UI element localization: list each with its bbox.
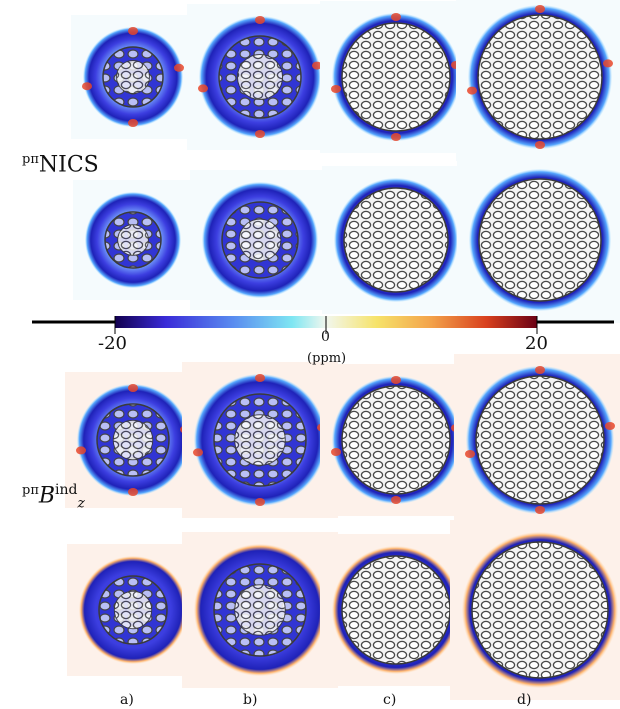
inner-cage xyxy=(234,414,286,466)
deshielding-spot xyxy=(198,84,208,93)
deshielding-spot xyxy=(174,63,184,72)
panel-nics-bottom-d xyxy=(457,157,620,323)
panel-bind-bottom-d xyxy=(450,520,620,700)
fullerene-cage xyxy=(478,178,602,302)
deshielding-spot xyxy=(331,448,341,456)
deshielding-spot xyxy=(255,498,265,506)
bind-sub: z xyxy=(77,495,85,512)
panel-nics-bottom-b xyxy=(190,170,330,310)
fullerene-cage xyxy=(475,375,605,505)
bind-prefix: pπ xyxy=(22,483,39,498)
nics-text: NICS xyxy=(38,152,99,178)
bind-sup: ind xyxy=(55,482,78,498)
colorbar xyxy=(32,316,614,334)
deshielding-spot xyxy=(535,506,545,514)
deshielding-spot xyxy=(603,59,613,68)
panel-nics-top-d xyxy=(456,0,620,161)
column-label-c: c) xyxy=(383,692,397,708)
deshielding-spot xyxy=(255,16,265,24)
deshielding-spot xyxy=(465,450,475,458)
panel-nics-top-c xyxy=(320,1,472,153)
panel-nics-top-a xyxy=(71,15,195,139)
panel-nics-bottom-c xyxy=(322,166,470,314)
deshielding-spot xyxy=(128,119,138,127)
deshielding-spot xyxy=(605,422,615,430)
deshielding-spot xyxy=(535,366,545,374)
deshielding-spot xyxy=(76,446,86,455)
panel-bind-top-d xyxy=(454,354,620,526)
nics-prefix: pπ xyxy=(22,152,39,167)
column-label-a: a) xyxy=(120,692,134,708)
inner-cage xyxy=(234,584,286,636)
fullerene-cage xyxy=(341,385,451,495)
deshielding-spot xyxy=(535,5,545,13)
colorbar-max-label: 20 xyxy=(525,333,548,354)
deshielding-spot xyxy=(312,61,322,70)
inner-cage xyxy=(238,218,282,262)
inner-cage xyxy=(236,53,284,101)
deshielding-spot xyxy=(331,85,341,93)
panel-nics-top-b xyxy=(187,4,333,150)
panel-bind-bottom-c xyxy=(320,534,472,686)
column-label-b: b) xyxy=(243,692,258,708)
inner-cage xyxy=(116,60,150,94)
panel-bind-bottom-b xyxy=(182,532,338,688)
colorbar-unit: (ppm) xyxy=(307,351,347,366)
deshielding-spot xyxy=(255,130,265,138)
fullerene-cage xyxy=(341,22,451,132)
deshielding-spot xyxy=(535,141,545,149)
deshielding-spot xyxy=(255,374,265,382)
fullerene-cage xyxy=(471,541,609,679)
panel-bind-top-a xyxy=(65,372,201,508)
fullerene-cage xyxy=(477,14,603,140)
deshielding-spot xyxy=(193,448,203,457)
inner-cage xyxy=(112,419,154,461)
panel-bind-bottom-a xyxy=(67,544,199,676)
deshielding-spot xyxy=(467,86,477,95)
fullerene-cage xyxy=(343,187,449,293)
colorbar-min-label: -20 xyxy=(98,333,127,354)
row-label-bind: pπBindz xyxy=(22,482,85,512)
deshielding-spot xyxy=(391,133,401,141)
column-label-d: d) xyxy=(517,692,532,708)
deshielding-spot xyxy=(82,82,92,91)
fullerene-cage xyxy=(341,555,451,665)
bind-main: B xyxy=(38,483,56,509)
deshielding-spot xyxy=(391,496,401,504)
inner-cage xyxy=(113,590,153,630)
deshielding-spot xyxy=(128,488,138,496)
deshielding-spot xyxy=(128,27,138,35)
panel-bind-top-c xyxy=(320,364,472,516)
row-label-nics: pπNICS xyxy=(22,152,99,177)
panel-nics-bottom-a xyxy=(73,180,193,300)
deshielding-spot xyxy=(391,13,401,21)
deshielding-spot xyxy=(391,376,401,384)
colorbar-mid-label: 0 xyxy=(321,329,330,345)
panel-bind-top-b xyxy=(182,362,338,518)
deshielding-spot xyxy=(128,384,138,392)
inner-cage xyxy=(117,224,149,256)
